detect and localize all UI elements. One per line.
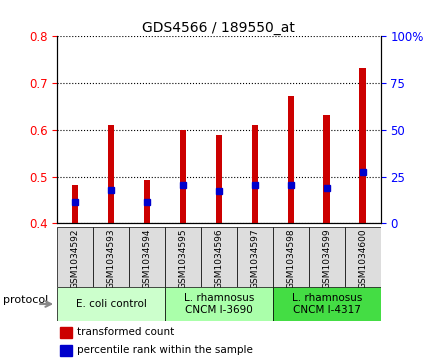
Bar [287,96,294,223]
Text: L. rhamnosus
CNCM I-3690: L. rhamnosus CNCM I-3690 [184,293,254,315]
Text: GSM1034592: GSM1034592 [71,229,80,289]
Bar [60,345,72,356]
Text: percentile rank within the sample: percentile rank within the sample [77,345,253,355]
Bar [72,185,78,223]
Bar [165,227,201,287]
Bar [345,227,381,287]
Title: GDS4566 / 189550_at: GDS4566 / 189550_at [143,21,295,35]
Bar [57,287,165,321]
Bar [144,180,150,223]
Bar [273,227,309,287]
Text: E. coli control: E. coli control [76,299,147,309]
Bar [201,227,237,287]
Text: transformed count: transformed count [77,327,174,337]
Bar [309,227,345,287]
Bar [180,130,186,223]
Text: GSM1034596: GSM1034596 [214,229,224,289]
Text: GSM1034600: GSM1034600 [358,229,367,289]
Text: protocol: protocol [3,295,48,305]
Bar [93,227,129,287]
Bar [108,125,114,223]
Bar [216,135,222,223]
Bar [252,125,258,223]
Text: GSM1034597: GSM1034597 [250,229,259,289]
Bar [237,227,273,287]
Bar [323,115,330,223]
Text: GSM1034598: GSM1034598 [286,229,295,289]
Bar [359,68,366,223]
Text: L. rhamnosus
CNCM I-4317: L. rhamnosus CNCM I-4317 [292,293,362,315]
Bar [129,227,165,287]
Text: GSM1034595: GSM1034595 [179,229,187,289]
Text: GSM1034599: GSM1034599 [322,229,331,289]
Text: GSM1034593: GSM1034593 [106,229,116,289]
Bar [60,327,72,338]
Bar [57,227,93,287]
Bar [273,287,381,321]
Bar [165,287,273,321]
Text: GSM1034594: GSM1034594 [143,229,151,289]
